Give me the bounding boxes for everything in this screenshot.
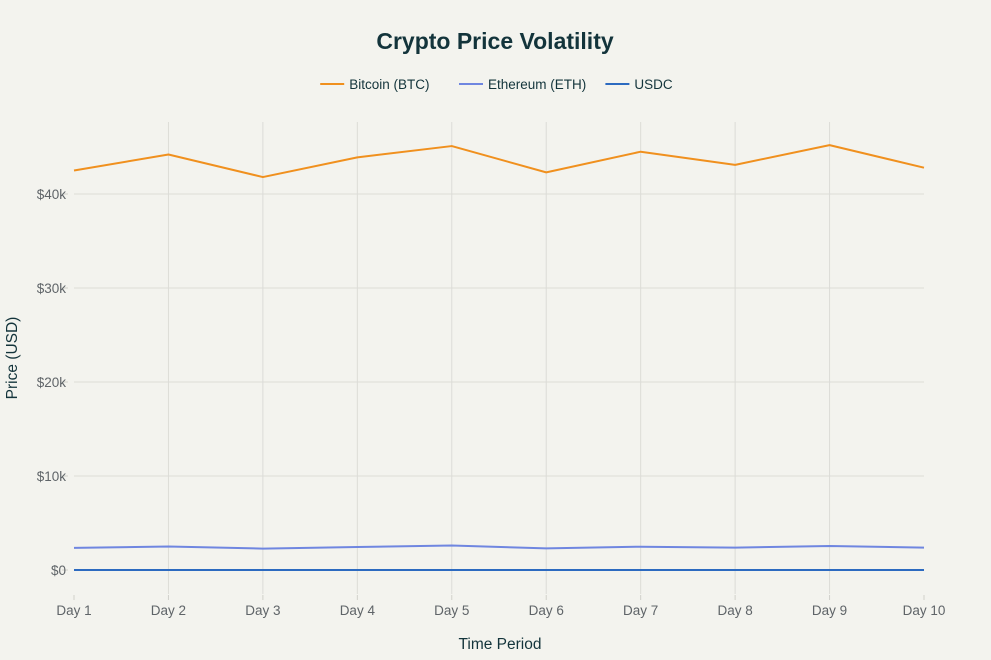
- y-tick-label: $20k: [37, 375, 67, 390]
- series-line-bitcoin-btc: [73, 144, 925, 179]
- x-axis: Day 1 Day 2 Day 3 Day 4 Day 5 Day 6 Day 7 Day 8…: [56, 595, 945, 618]
- x-tick-label: Day 1: [56, 603, 91, 618]
- x-axis-title: Time Period: [459, 636, 542, 653]
- x-tick-label: Day 8: [717, 603, 752, 618]
- legend-label-ethereum-eth: Ethereum (ETH): [488, 77, 586, 92]
- y-tick-label: $0: [51, 563, 66, 578]
- legend: Bitcoin (BTC) Ethereum (ETH) USDC: [320, 77, 673, 92]
- x-tick-label: Day 9: [812, 603, 847, 618]
- chart-title: Crypto Price Volatility: [376, 28, 614, 54]
- x-tick-label: Day 7: [623, 603, 658, 618]
- series-line-ethereum-eth: [73, 544, 925, 550]
- legend-label-usdc: USDC: [634, 77, 673, 92]
- y-tick-label: $40k: [37, 187, 67, 202]
- x-tick-label: Day 2: [151, 603, 186, 618]
- y-tick-label: $10k: [37, 469, 67, 484]
- grid: [74, 122, 924, 594]
- x-tick-label: Day 4: [340, 603, 376, 618]
- x-tick-label: Day 3: [245, 603, 280, 618]
- y-axis: $0 $10k $20k $30k $40k: [37, 187, 68, 578]
- plot-area: [73, 144, 925, 571]
- x-tick-label: Day 6: [529, 603, 564, 618]
- y-axis-title: Price (USD): [4, 317, 21, 400]
- x-tick-label: Day 5: [434, 603, 469, 618]
- y-tick-label: $30k: [37, 281, 67, 296]
- legend-label-bitcoin-btc: Bitcoin (BTC): [349, 77, 429, 92]
- x-tick-label: Day 10: [903, 603, 946, 618]
